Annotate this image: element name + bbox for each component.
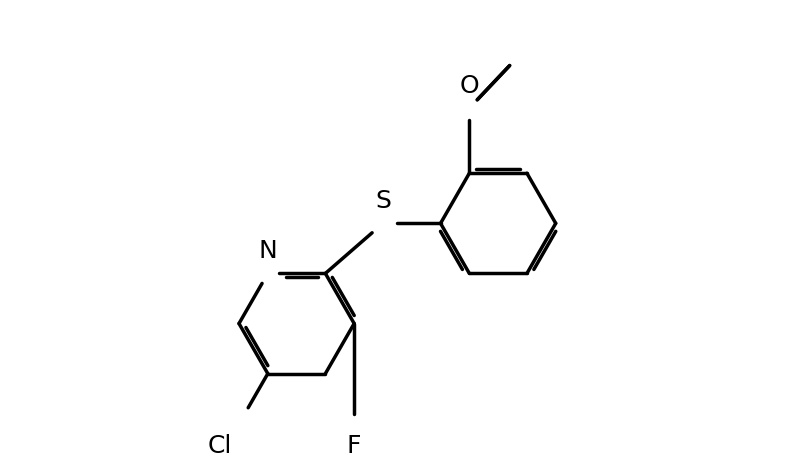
Text: O: O xyxy=(459,74,478,98)
Text: S: S xyxy=(375,189,390,213)
Text: Cl: Cl xyxy=(208,434,232,458)
Text: N: N xyxy=(258,239,277,263)
Text: F: F xyxy=(346,434,361,458)
